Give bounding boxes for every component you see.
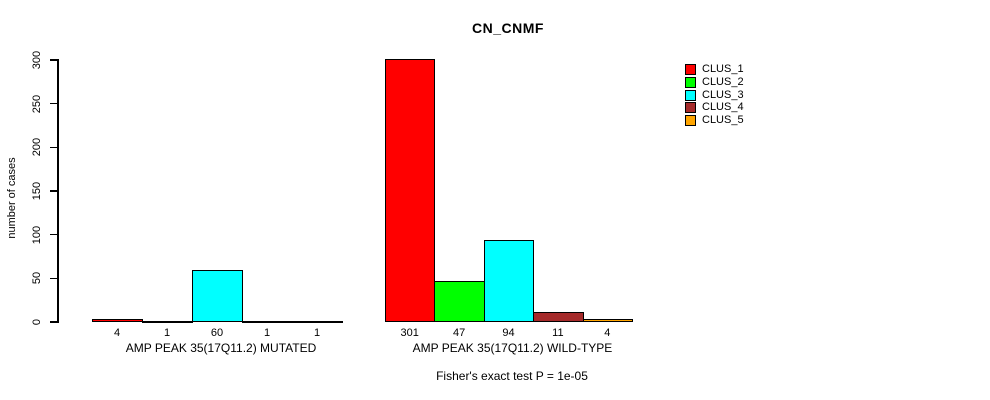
chart-title: CN_CNMF	[472, 20, 544, 36]
y-tick	[50, 277, 57, 280]
y-tick-label: 200	[31, 138, 43, 157]
y-tick	[50, 146, 57, 149]
bar-group2-clus-4	[533, 312, 584, 322]
y-tick	[50, 233, 57, 236]
legend-swatch-clus-5	[685, 115, 696, 127]
y-tick-label: 50	[31, 272, 43, 285]
y-tick	[50, 102, 57, 105]
x-axis-group-label: AMP PEAK 35(17Q11.2) MUTATED	[125, 341, 317, 355]
y-tick-label: 300	[31, 50, 43, 70]
legend-swatch-clus-3	[685, 89, 696, 101]
legend-swatch-clus-2	[685, 76, 696, 88]
bar-value-label: 94	[502, 327, 515, 339]
bar-group1-clus-3	[192, 269, 243, 322]
y-tick-label: 150	[31, 181, 43, 201]
bar-value-label: 1	[263, 327, 271, 339]
bar-group1-clus-2	[142, 321, 193, 323]
y-tick	[50, 59, 57, 61]
x-axis-group-label: AMP PEAK 35(17Q11.2) WILD-TYPE	[412, 341, 613, 355]
y-axis-line	[57, 59, 59, 323]
bar-group1-clus-5	[292, 321, 343, 323]
y-tick	[50, 190, 57, 192]
bar-group2-clus-3	[483, 239, 535, 322]
fisher-test-annotation: Fisher's exact test P = 1e-05	[436, 369, 588, 383]
legend-label-clus-1: CLUS_1	[702, 63, 744, 75]
bar-value-label: 1	[313, 327, 321, 339]
bar-group2-clus-5	[582, 318, 633, 322]
bar-value-label: 301	[400, 327, 419, 339]
legend-swatch-clus-1	[685, 64, 696, 75]
bar-group2-clus-2	[434, 280, 485, 322]
legend-label-clus-2: CLUS_2	[702, 75, 744, 88]
bar-value-label: 47	[452, 327, 466, 339]
legend-label-clus-3: CLUS_3	[702, 88, 744, 101]
y-tick-label: 0	[31, 318, 43, 326]
legend: CLUS_1 CLUS_2 CLUS_3 CLUS_4 CLUS_5	[685, 63, 815, 134]
bar-group2-clus-1	[385, 59, 436, 322]
bar-value-label: 4	[113, 327, 121, 339]
legend-label-clus-4: CLUS_4	[702, 101, 744, 114]
bar-value-label: 1	[163, 327, 171, 339]
bar-group1-clus-1	[92, 318, 143, 322]
y-tick-label: 100	[31, 225, 43, 244]
legend-label-clus-5: CLUS_5	[702, 114, 744, 127]
bar-group1-clus-4	[242, 321, 293, 323]
bar-value-label: 60	[210, 327, 224, 339]
bar-value-label: 4	[604, 327, 611, 339]
y-tick-label: 250	[31, 94, 43, 113]
bar-value-label: 11	[552, 327, 564, 339]
y-tick	[50, 321, 57, 323]
legend-swatch-clus-4	[685, 102, 696, 114]
